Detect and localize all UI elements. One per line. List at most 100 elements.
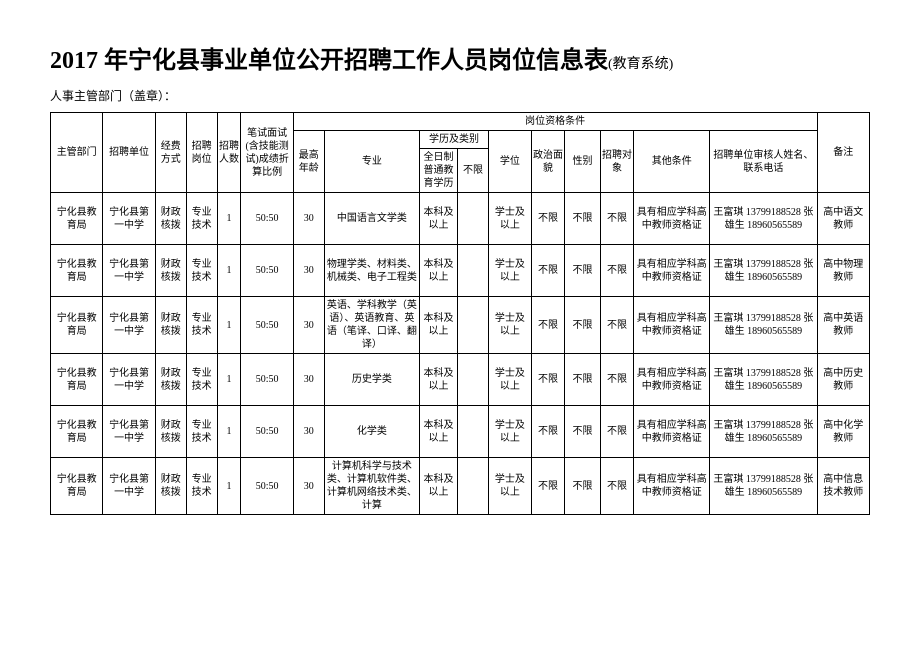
table-row: 宁化县教育局宁化县第一中学财政核拨专业技术150:5030化学类本科及以上学士及… — [51, 406, 870, 458]
page-title: 2017 年宁化县事业单位公开招聘工作人员岗位信息表(教育系统) — [50, 40, 870, 75]
cell-note: 高中化学教师 — [817, 406, 870, 458]
cell-count: 1 — [217, 245, 241, 297]
cell-ratio: 50:50 — [241, 297, 293, 354]
cell-note: 高中物理教师 — [817, 245, 870, 297]
cell-pol: 不限 — [531, 354, 564, 406]
cell-fund: 财政核拨 — [155, 458, 186, 515]
th-target: 招聘对象 — [600, 131, 633, 193]
cell-ft: 本科及以上 — [419, 193, 457, 245]
table-row: 宁化县教育局宁化县第一中学财政核拨专业技术150:5030历史学类本科及以上学士… — [51, 354, 870, 406]
th-major: 专业 — [324, 131, 419, 193]
cell-dept: 宁化县教育局 — [51, 458, 103, 515]
cell-count: 1 — [217, 458, 241, 515]
cell-other: 具有相应学科高中教师资格证 — [634, 354, 710, 406]
cell-count: 1 — [217, 406, 241, 458]
table-row: 宁化县教育局宁化县第一中学财政核拨专业技术150:5030物理学类、材料类、机械… — [51, 245, 870, 297]
title-main: 2017 年宁化县事业单位公开招聘工作人员岗位信息表 — [50, 48, 608, 74]
cell-fund: 财政核拨 — [155, 297, 186, 354]
cell-major: 计算机科学与技术类、计算机软件类、计算机网络技术类、计算 — [324, 458, 419, 515]
cell-unlimit — [458, 245, 489, 297]
cell-dept: 宁化县教育局 — [51, 354, 103, 406]
cell-degree: 学士及以上 — [488, 406, 531, 458]
cell-unit: 宁化县第一中学 — [103, 245, 155, 297]
cell-contact: 王富琪 13799188528 张雄生 18960565589 — [710, 297, 817, 354]
th-unit: 招聘单位 — [103, 113, 155, 193]
cell-count: 1 — [217, 354, 241, 406]
cell-contact: 王富琪 13799188528 张雄生 18960565589 — [710, 406, 817, 458]
cell-note: 高中信息技术教师 — [817, 458, 870, 515]
cell-ratio: 50:50 — [241, 245, 293, 297]
cell-degree: 学士及以上 — [488, 193, 531, 245]
cell-pol: 不限 — [531, 193, 564, 245]
cell-age: 30 — [293, 354, 324, 406]
cell-pol: 不限 — [531, 245, 564, 297]
cell-count: 1 — [217, 297, 241, 354]
th-ratio: 笔试面试(含技能测试)成绩折算比例 — [241, 113, 293, 193]
cell-target: 不限 — [600, 458, 633, 515]
cell-gender: 不限 — [565, 193, 601, 245]
position-table: 主管部门 招聘单位 经费方式 招聘岗位 招聘人数 笔试面试(含技能测试)成绩折算… — [50, 112, 870, 515]
cell-major: 中国语言文学类 — [324, 193, 419, 245]
cell-other: 具有相应学科高中教师资格证 — [634, 297, 710, 354]
cell-age: 30 — [293, 245, 324, 297]
th-gender: 性别 — [565, 131, 601, 193]
cell-major: 英语、学科教学（英语）、英语教育、英语（笔译、口译、翻译） — [324, 297, 419, 354]
cell-unlimit — [458, 297, 489, 354]
cell-pol: 不限 — [531, 458, 564, 515]
cell-dept: 宁化县教育局 — [51, 297, 103, 354]
th-degree: 学位 — [488, 131, 531, 193]
subtitle: 人事主管部门（盖章）： — [50, 87, 870, 104]
cell-unit: 宁化县第一中学 — [103, 193, 155, 245]
cell-dept: 宁化县教育局 — [51, 406, 103, 458]
cell-age: 30 — [293, 193, 324, 245]
cell-gender: 不限 — [565, 245, 601, 297]
th-contact: 招聘单位审核人姓名、联系电话 — [710, 131, 817, 193]
cell-contact: 王富琪 13799188528 张雄生 18960565589 — [710, 458, 817, 515]
cell-target: 不限 — [600, 406, 633, 458]
cell-post: 专业技术 — [186, 458, 217, 515]
table-row: 宁化县教育局宁化县第一中学财政核拨专业技术150:5030英语、学科教学（英语）… — [51, 297, 870, 354]
cell-post: 专业技术 — [186, 297, 217, 354]
cell-pol: 不限 — [531, 297, 564, 354]
cell-target: 不限 — [600, 193, 633, 245]
cell-major: 化学类 — [324, 406, 419, 458]
cell-ft: 本科及以上 — [419, 354, 457, 406]
th-unlimit: 不限 — [458, 149, 489, 193]
cell-gender: 不限 — [565, 458, 601, 515]
cell-contact: 王富琪 13799188528 张雄生 18960565589 — [710, 245, 817, 297]
table-row: 宁化县教育局宁化县第一中学财政核拨专业技术150:5030计算机科学与技术类、计… — [51, 458, 870, 515]
cell-unit: 宁化县第一中学 — [103, 297, 155, 354]
th-note: 备注 — [817, 113, 870, 193]
cell-other: 具有相应学科高中教师资格证 — [634, 245, 710, 297]
cell-other: 具有相应学科高中教师资格证 — [634, 193, 710, 245]
cell-unit: 宁化县第一中学 — [103, 406, 155, 458]
th-edu-group: 学历及类别 — [419, 131, 488, 149]
cell-target: 不限 — [600, 354, 633, 406]
cell-gender: 不限 — [565, 354, 601, 406]
cell-age: 30 — [293, 406, 324, 458]
cell-note: 高中历史教师 — [817, 354, 870, 406]
cell-pol: 不限 — [531, 406, 564, 458]
cell-dept: 宁化县教育局 — [51, 193, 103, 245]
cell-degree: 学士及以上 — [488, 245, 531, 297]
th-pol: 政治面貌 — [531, 131, 564, 193]
th-count: 招聘人数 — [217, 113, 241, 193]
table-row: 宁化县教育局宁化县第一中学财政核拨专业技术150:5030中国语言文学类本科及以… — [51, 193, 870, 245]
th-qual-group: 岗位资格条件 — [293, 113, 817, 131]
cell-ratio: 50:50 — [241, 458, 293, 515]
cell-age: 30 — [293, 297, 324, 354]
cell-gender: 不限 — [565, 406, 601, 458]
cell-fund: 财政核拨 — [155, 354, 186, 406]
cell-unlimit — [458, 193, 489, 245]
cell-age: 30 — [293, 458, 324, 515]
cell-unit: 宁化县第一中学 — [103, 354, 155, 406]
cell-other: 具有相应学科高中教师资格证 — [634, 458, 710, 515]
cell-unlimit — [458, 406, 489, 458]
cell-dept: 宁化县教育局 — [51, 245, 103, 297]
cell-post: 专业技术 — [186, 406, 217, 458]
cell-unit: 宁化县第一中学 — [103, 458, 155, 515]
cell-ratio: 50:50 — [241, 406, 293, 458]
cell-degree: 学士及以上 — [488, 297, 531, 354]
cell-ratio: 50:50 — [241, 354, 293, 406]
cell-fund: 财政核拨 — [155, 406, 186, 458]
